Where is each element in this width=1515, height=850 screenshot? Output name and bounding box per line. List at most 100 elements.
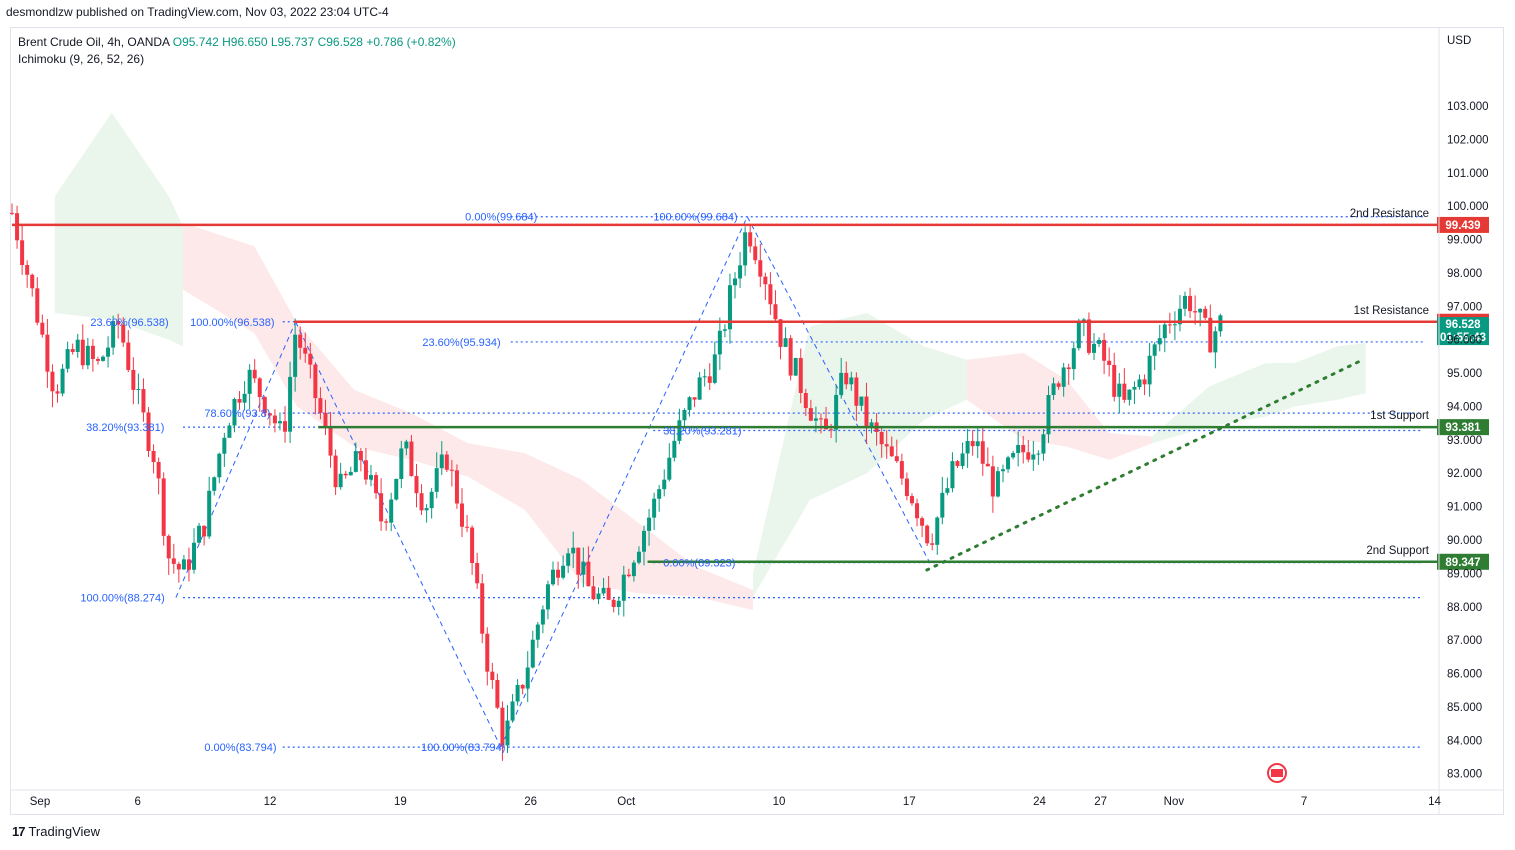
- candle-body: [379, 493, 384, 522]
- candle-body: [454, 470, 459, 504]
- candle-body: [510, 701, 515, 721]
- open-value: O95.742: [172, 35, 219, 49]
- candle-body: [899, 461, 904, 479]
- candle-body: [920, 518, 925, 526]
- candle-body: [176, 563, 181, 570]
- candle-body: [733, 278, 738, 286]
- candle-body: [257, 378, 262, 398]
- candle-body: [672, 440, 677, 458]
- candle-body: [186, 559, 191, 570]
- candle-body: [561, 565, 566, 578]
- y-tick-label-8: 91.000: [1447, 502, 1482, 514]
- candle-body: [945, 488, 950, 493]
- candle-body: [540, 609, 545, 625]
- candle-body: [844, 372, 849, 385]
- candle-body: [146, 412, 151, 451]
- candle-body: [1000, 469, 1005, 472]
- candle-body: [277, 421, 282, 424]
- candle-body: [940, 492, 945, 518]
- candle-body: [192, 542, 197, 570]
- candle-body: [652, 498, 657, 518]
- candle-body: [1218, 315, 1223, 332]
- candle-body: [515, 684, 520, 702]
- symbol-legend[interactable]: Brent Crude Oil, 4h, OANDA O95.742 H96.6…: [18, 35, 456, 49]
- candle-body: [1021, 444, 1026, 453]
- candle-body: [80, 339, 85, 366]
- price-tag-2: [1437, 419, 1489, 436]
- candle-body: [1066, 367, 1071, 370]
- candle-body: [126, 342, 131, 370]
- candle-body: [915, 503, 920, 519]
- candle-body: [1006, 457, 1011, 470]
- y-tick-label-17: 100.000: [1447, 201, 1489, 213]
- footer-brand[interactable]: 17 TradingView: [12, 824, 100, 839]
- ascending-trendline: [925, 358, 1365, 572]
- candle-body: [616, 600, 621, 607]
- candle-body: [348, 471, 353, 476]
- x-tick-label-5: Oct: [617, 796, 636, 808]
- high-value: H96.650: [222, 35, 268, 49]
- candle-body: [485, 633, 490, 672]
- candle-body: [111, 321, 116, 348]
- level-label-2: 1st Support: [1370, 410, 1430, 422]
- y-tick-label-5: 88.000: [1447, 602, 1482, 614]
- x-tick-label-11: 7: [1301, 796, 1307, 808]
- candle-body: [980, 441, 985, 464]
- candle-body: [707, 376, 712, 383]
- y-tick-label-0: 83.000: [1447, 769, 1482, 781]
- candle-body: [1172, 324, 1177, 326]
- zigzag-line-1: [295, 321, 502, 748]
- candle-body: [288, 376, 293, 432]
- candle-body: [308, 353, 313, 365]
- candle-body: [1102, 339, 1107, 361]
- fib-label-2: 100.00%(96.538): [190, 317, 274, 329]
- candle-body: [596, 593, 601, 600]
- candle-body: [318, 398, 323, 413]
- last-price-text: 96.528: [1445, 319, 1481, 331]
- candle-body: [267, 413, 272, 416]
- candle-body: [470, 527, 475, 564]
- indicator-legend[interactable]: Ichimoku (9, 26, 52, 26): [18, 52, 145, 66]
- candle-body: [202, 525, 207, 537]
- ichimoku-cloud-2: [753, 313, 967, 597]
- y-tick-label-14: 97.000: [1447, 301, 1482, 313]
- candle-body: [935, 517, 940, 545]
- candle-body: [161, 478, 166, 536]
- x-tick-label-12: 14: [1428, 796, 1441, 808]
- candle-body: [181, 559, 186, 570]
- y-tick-label-2: 85.000: [1447, 702, 1482, 714]
- candle-body: [682, 409, 687, 421]
- candle-body: [839, 372, 844, 395]
- fib-label-11: 100.00%(83.794): [421, 742, 505, 754]
- candle-body: [1046, 395, 1051, 435]
- candle-body: [384, 521, 389, 523]
- candle-body: [1076, 322, 1081, 349]
- candle-body: [136, 389, 141, 391]
- y-tick-label-13: 96.000: [1447, 335, 1482, 347]
- candle-body: [667, 457, 672, 480]
- candle-body: [925, 525, 930, 544]
- countdown-text: 01:55:43: [1440, 332, 1486, 344]
- zigzag-line-2: [500, 216, 748, 748]
- x-tick-label-10: Nov: [1164, 796, 1185, 808]
- candle-body: [1152, 344, 1157, 356]
- y-tick-label-4: 87.000: [1447, 635, 1482, 647]
- x-tick-label-1: 6: [135, 796, 141, 808]
- candle-body: [829, 429, 834, 431]
- y-tick-label-20: 103.000: [1447, 101, 1489, 113]
- candle-body: [323, 412, 328, 427]
- candle-body: [459, 503, 464, 527]
- candle-body: [556, 569, 561, 578]
- candle-body: [283, 421, 288, 432]
- candle-body: [854, 377, 859, 406]
- candle-body: [121, 324, 126, 343]
- candle-body: [1051, 383, 1056, 396]
- y-tick-label-15: 98.000: [1447, 268, 1482, 280]
- candle-body: [414, 476, 419, 494]
- candle-body: [227, 425, 232, 438]
- candle-body: [166, 535, 171, 559]
- fib-label-5: 78.60%(93.8): [204, 408, 270, 420]
- candle-body: [581, 561, 586, 575]
- candle-body: [662, 479, 667, 490]
